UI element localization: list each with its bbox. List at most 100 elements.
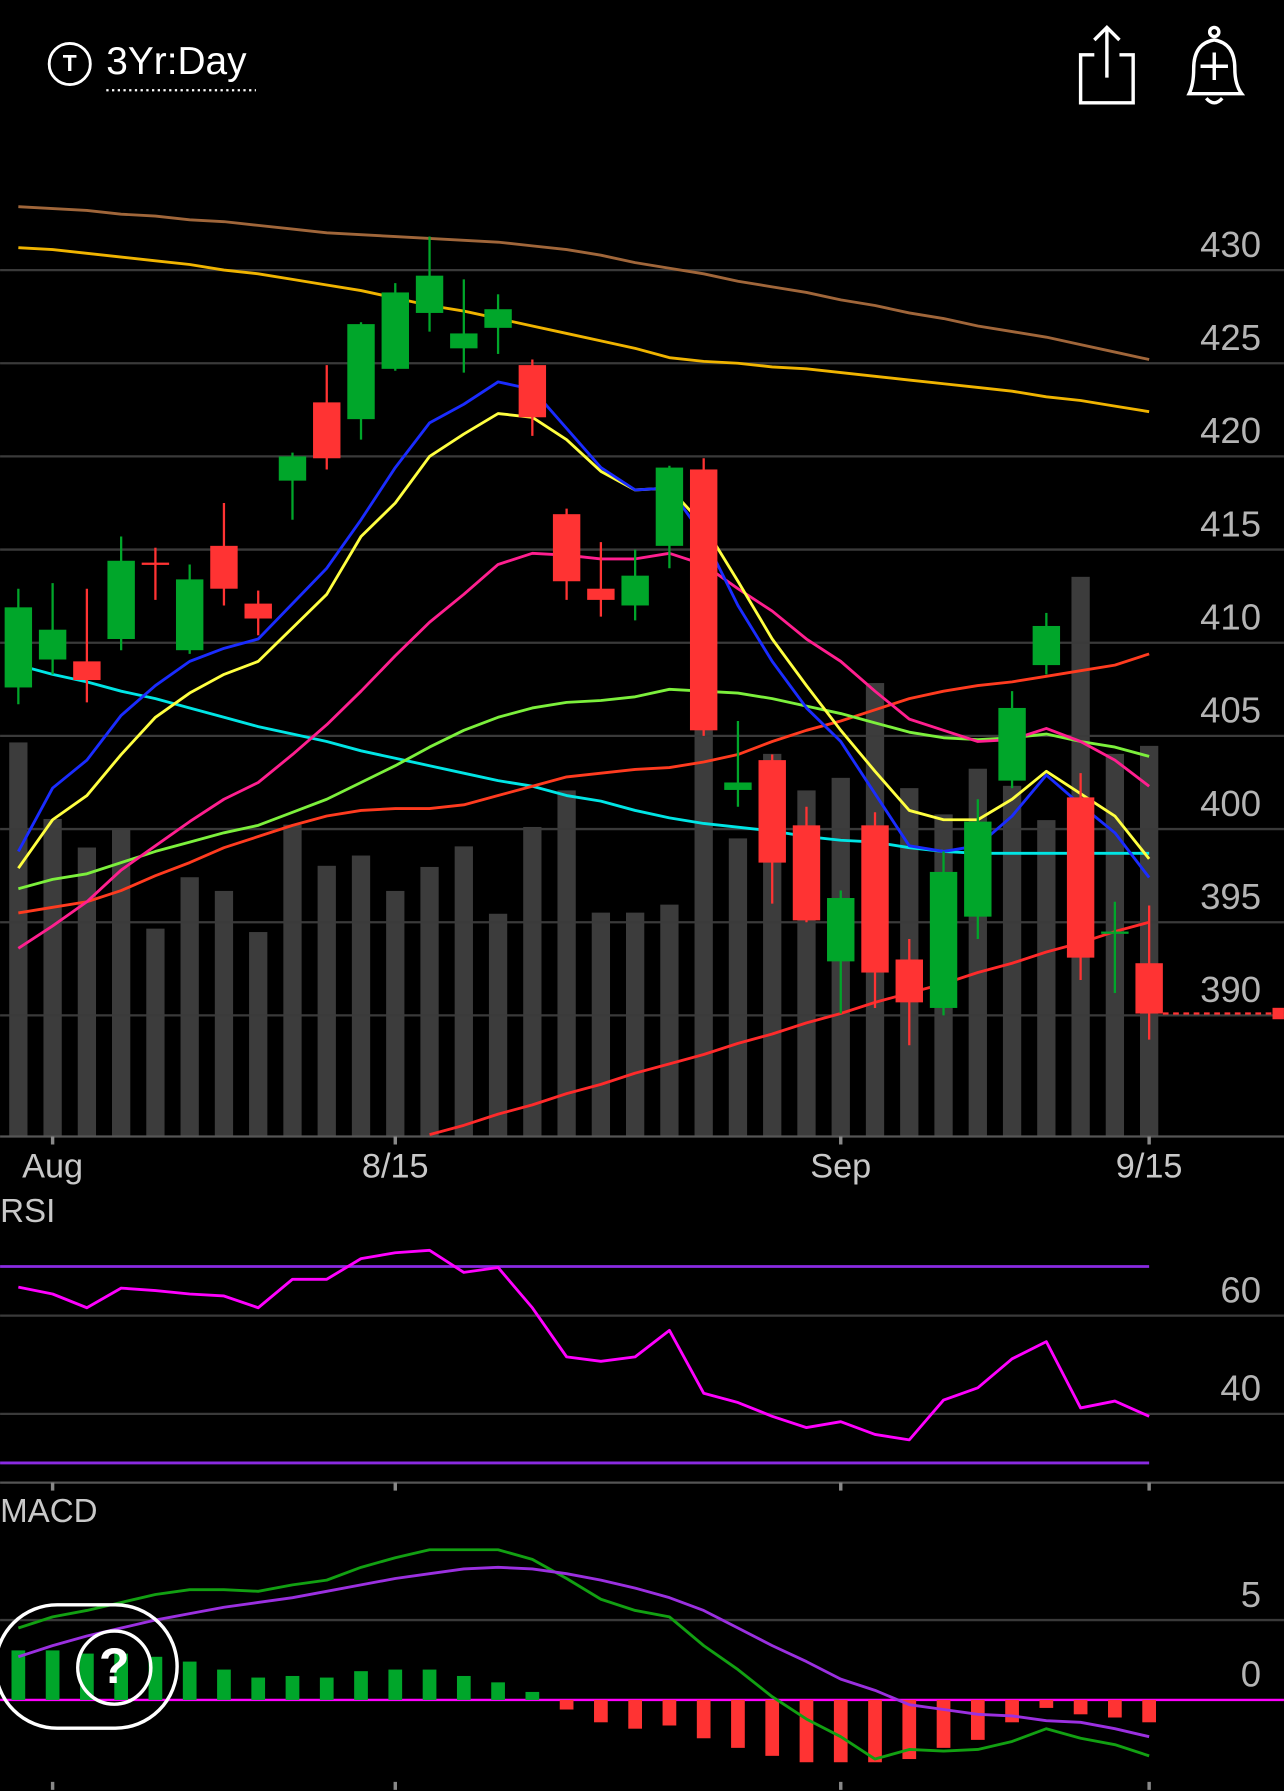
volume-bar [77,847,97,1137]
candle-body [141,562,170,565]
volume-bar [180,877,199,1137]
line [429,920,1150,1137]
histogram-bar [1108,1699,1122,1718]
candle-body [724,782,752,790]
volume-bar [454,846,473,1137]
line [18,205,1150,361]
histogram-bar [662,1699,677,1726]
bell-plus [1200,52,1228,80]
histogram-bar [799,1699,814,1763]
help-button[interactable]: ? [0,1603,179,1730]
last-price-marker [1272,1007,1284,1020]
y-tick-label: 410 [1200,597,1261,638]
line [17,687,1150,891]
candle-body [861,825,889,973]
y-tick-label: 395 [1200,876,1261,917]
candle-body [1135,963,1163,1014]
histogram-bar [628,1699,642,1729]
candle-body [450,333,478,349]
alert-button[interactable] [1186,25,1246,105]
histogram-bar [559,1699,574,1710]
share-button[interactable] [1078,24,1135,105]
symbol-badge-circle [47,41,92,86]
x-tick-label: 9/15 [1116,1148,1183,1186]
volume-bar [1037,820,1056,1137]
volume-bar [1002,785,1022,1137]
candle-body [758,760,786,863]
volume-bar [694,691,713,1137]
histogram-bar [868,1699,882,1763]
x-tick-label: 8/15 [362,1148,429,1186]
help-label[interactable]: ? [99,1638,130,1694]
help-circle [76,1629,153,1706]
y-tick-label: 400 [1200,783,1261,824]
histogram-bar [354,1671,368,1700]
candle-body [895,959,923,1003]
y-tick-label: 420 [1200,410,1261,451]
histogram-bar [525,1691,540,1700]
line [17,1565,1150,1739]
volume-bar [488,913,508,1137]
histogram-bar [1142,1699,1156,1723]
histogram-bar [936,1699,951,1748]
y-tick-label: 5 [1241,1574,1261,1615]
volume-bar [523,826,542,1137]
histogram-bar [285,1675,300,1700]
histogram-bar [217,1669,231,1700]
candle-body [998,707,1026,781]
line [17,412,1151,870]
candle-body [313,402,341,459]
candle-body [210,545,238,589]
volume-bar [317,865,336,1137]
histogram-bar [594,1699,608,1723]
candle-body [1032,625,1061,666]
histogram-bar [422,1669,437,1700]
period-label[interactable]: 3Yr:Day [106,40,247,83]
candle-body [552,514,581,582]
panel-title: MACD [0,1493,98,1530]
bell-top [1207,25,1221,39]
candle-body [1101,931,1129,934]
candle-body [4,607,33,688]
y-tick-label: 40 [1220,1368,1261,1409]
volume-bar [43,818,62,1137]
histogram-bar [251,1677,266,1700]
volume-bar [420,866,439,1137]
volume-bar [9,742,28,1137]
histogram-bar [1039,1699,1054,1708]
y-tick-label: 60 [1220,1269,1261,1310]
candle-body [1066,797,1095,958]
volume-bar [386,890,405,1137]
candle-body [73,661,101,681]
line [17,663,1150,855]
histogram-bar [1073,1699,1088,1715]
line [17,380,1151,879]
bell-clapper [1204,97,1224,105]
symbol-badge: T [63,50,77,76]
help-outline [0,1603,179,1730]
line [17,551,1151,950]
candle-body [689,469,718,731]
line [18,1248,1150,1442]
x-tick-label: Aug [22,1148,83,1186]
histogram-bar [731,1699,745,1748]
candle-body [621,575,649,606]
candle-body [827,898,855,962]
histogram-bar [696,1699,711,1739]
y-tick-label: 425 [1200,317,1261,358]
candle-body [381,292,409,369]
candle-body [655,467,684,546]
histogram-bar [491,1682,505,1700]
y-tick-label: 0 [1241,1654,1261,1695]
histogram-bar [765,1699,780,1756]
bell [1186,38,1246,96]
volume-bar [557,790,576,1137]
share-arrow [1093,24,1121,78]
period-selector[interactable]: T 3Yr:Day [47,40,256,92]
volume-bar [214,890,234,1137]
histogram-bar [319,1677,334,1700]
candle-body [587,588,615,600]
line [18,246,1150,414]
